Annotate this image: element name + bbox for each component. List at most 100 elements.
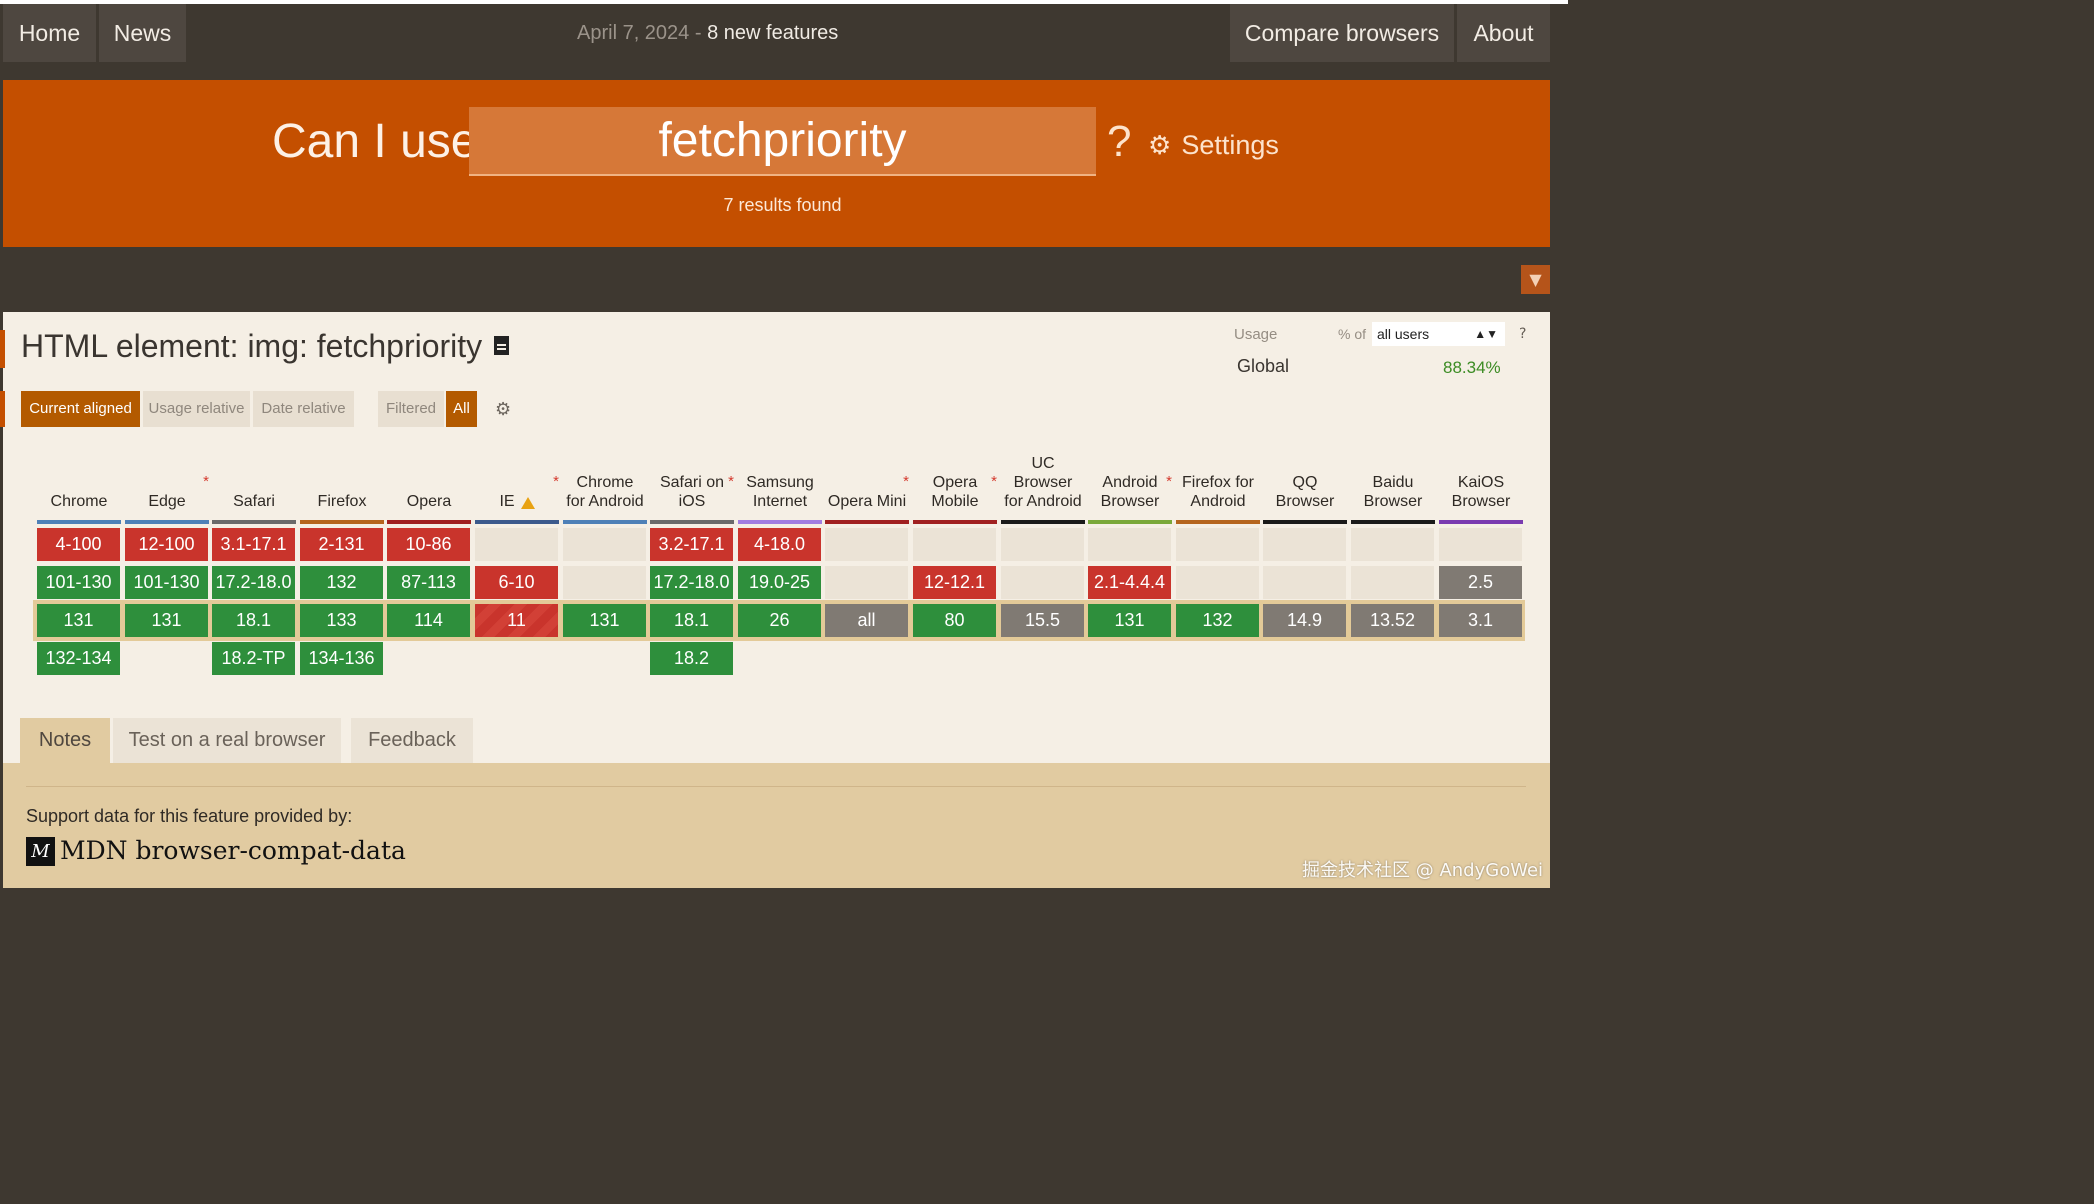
- browser-note-star[interactable]: *: [991, 473, 997, 490]
- support-cell[interactable]: 80: [913, 604, 996, 637]
- mdn-logo[interactable]: M: [26, 837, 55, 866]
- view-settings-gear-icon[interactable]: ⚙: [495, 399, 512, 420]
- news-separator: -: [694, 22, 702, 44]
- browser-name-opera[interactable]: Opera: [387, 440, 471, 520]
- view-date-relative-button[interactable]: Date relative: [253, 391, 354, 427]
- browser-note-star[interactable]: *: [203, 473, 209, 490]
- all-button[interactable]: All: [446, 391, 477, 427]
- support-cell[interactable]: 4-18.0: [738, 528, 821, 561]
- tab-notes[interactable]: Notes: [20, 718, 110, 763]
- support-cell[interactable]: 17.2-18.0: [212, 566, 295, 599]
- browser-name-opera-mobile[interactable]: Opera Mobile *: [913, 440, 997, 520]
- feature-title[interactable]: HTML element: img: fetchpriority: [21, 326, 510, 366]
- support-cell[interactable]: 18.2: [650, 642, 733, 675]
- support-cell: [913, 528, 996, 561]
- site-title: Can I use: [272, 115, 478, 168]
- browser-name-label: IE: [499, 493, 515, 510]
- gear-icon: ⚙: [1148, 130, 1172, 160]
- view-usage-relative-button[interactable]: Usage relative: [143, 391, 250, 427]
- browser-color-bar: [475, 520, 559, 524]
- support-cell[interactable]: 17.2-18.0: [650, 566, 733, 599]
- tab-feedback[interactable]: Feedback: [351, 718, 473, 763]
- support-cell[interactable]: all: [825, 604, 908, 637]
- support-cell[interactable]: 3.1-17.1: [212, 528, 295, 561]
- browser-name-ie[interactable]: IE *: [475, 440, 559, 520]
- support-cell[interactable]: 26: [738, 604, 821, 637]
- news-features[interactable]: 8 new features: [707, 22, 839, 44]
- browser-note-star[interactable]: *: [728, 473, 734, 490]
- support-cell[interactable]: 2.5: [1439, 566, 1522, 599]
- browser-name-label: Firefox: [317, 493, 367, 510]
- support-cell[interactable]: 131: [1088, 604, 1171, 637]
- settings-button[interactable]: ⚙ Settings: [1148, 127, 1279, 163]
- support-cell[interactable]: 18.1: [650, 604, 733, 637]
- support-cell[interactable]: 6-10: [475, 566, 558, 599]
- support-cell[interactable]: 14.9: [1263, 604, 1346, 637]
- browser-name-uc-browser-for-android[interactable]: UC Browser for Android: [1001, 440, 1085, 520]
- support-cell[interactable]: 4-100: [37, 528, 120, 561]
- browser-name-safari[interactable]: Safari: [212, 440, 296, 520]
- browser-color-bar: [1176, 520, 1260, 524]
- search-input[interactable]: [469, 107, 1096, 176]
- usage-pct-of: % of: [1338, 326, 1367, 342]
- support-cell[interactable]: 12-100: [125, 528, 208, 561]
- nav-about-link[interactable]: About: [1457, 4, 1550, 62]
- support-cell[interactable]: 18.2-TP: [212, 642, 295, 675]
- notes-footer: [3, 763, 1550, 888]
- search-help-button[interactable]: ?: [1107, 117, 1132, 166]
- support-cell[interactable]: 10-86: [387, 528, 470, 561]
- support-cell[interactable]: 131: [37, 604, 120, 637]
- browser-name-firefox-for-android[interactable]: Firefox for Android: [1176, 440, 1260, 520]
- support-cell[interactable]: 134-136: [300, 642, 383, 675]
- support-cell[interactable]: 11: [475, 604, 558, 637]
- support-cell[interactable]: 19.0-25: [738, 566, 821, 599]
- support-cell: [1176, 566, 1259, 599]
- browser-name-baidu-browser[interactable]: Baidu Browser: [1351, 440, 1435, 520]
- browser-note-star[interactable]: *: [553, 473, 559, 490]
- support-cell[interactable]: 132: [300, 566, 383, 599]
- usage-help-button[interactable]: ?: [1519, 326, 1527, 342]
- browser-name-opera-mini[interactable]: Opera Mini *: [825, 440, 909, 520]
- support-cell[interactable]: 3.2-17.1: [650, 528, 733, 561]
- browser-name-android-browser[interactable]: Android Browser *: [1088, 440, 1172, 520]
- tab-test-real-browser[interactable]: Test on a real browser: [113, 718, 341, 763]
- browser-note-star[interactable]: *: [1166, 473, 1172, 490]
- filtered-button[interactable]: Filtered: [378, 391, 444, 427]
- browser-name-qq-browser[interactable]: QQ Browser: [1263, 440, 1347, 520]
- support-cell[interactable]: 132-134: [37, 642, 120, 675]
- support-cell[interactable]: 101-130: [37, 566, 120, 599]
- support-cell[interactable]: 101-130: [125, 566, 208, 599]
- support-cell[interactable]: 131: [563, 604, 646, 637]
- support-cell[interactable]: 2.1-4.4.4: [1088, 566, 1171, 599]
- support-cell[interactable]: 12-12.1: [913, 566, 996, 599]
- nav-compare-link[interactable]: Compare browsers: [1230, 4, 1454, 62]
- browser-name-samsung-internet[interactable]: Samsung Internet: [738, 440, 822, 520]
- view-current-aligned-button[interactable]: Current aligned: [21, 391, 140, 427]
- support-cell[interactable]: 133: [300, 604, 383, 637]
- support-cell[interactable]: 87-113: [387, 566, 470, 599]
- browser-color-bar: [1088, 520, 1172, 524]
- support-cell[interactable]: 3.1: [1439, 604, 1522, 637]
- nav-home-link[interactable]: Home: [3, 4, 96, 62]
- support-cell[interactable]: 15.5: [1001, 604, 1084, 637]
- support-cell[interactable]: 132: [1176, 604, 1259, 637]
- browser-name-firefox[interactable]: Firefox: [300, 440, 384, 520]
- support-cell[interactable]: 114: [387, 604, 470, 637]
- filter-icon[interactable]: ▼: [1521, 265, 1550, 294]
- browser-note-star[interactable]: *: [903, 473, 909, 490]
- support-cell[interactable]: 2-131: [300, 528, 383, 561]
- document-icon[interactable]: [494, 336, 510, 356]
- browser-name-kaios-browser[interactable]: KaiOS Browser: [1439, 440, 1523, 520]
- news-line[interactable]: April 7, 2024 - 8 new features: [577, 20, 838, 46]
- users-select-value: all users: [1377, 326, 1430, 342]
- support-cell[interactable]: 18.1: [212, 604, 295, 637]
- mdn-link[interactable]: MDN browser-compat-data: [60, 836, 406, 865]
- support-cell[interactable]: 13.52: [1351, 604, 1434, 637]
- browser-name-chrome-for-android[interactable]: Chrome for Android: [563, 440, 647, 520]
- browser-name-safari-on-ios[interactable]: Safari on iOS *: [650, 440, 734, 520]
- browser-name-edge[interactable]: Edge *: [125, 440, 209, 520]
- nav-news-link[interactable]: News: [99, 4, 186, 62]
- users-select[interactable]: all users ▲▼: [1372, 322, 1505, 346]
- browser-name-chrome[interactable]: Chrome: [37, 440, 121, 520]
- support-cell[interactable]: 131: [125, 604, 208, 637]
